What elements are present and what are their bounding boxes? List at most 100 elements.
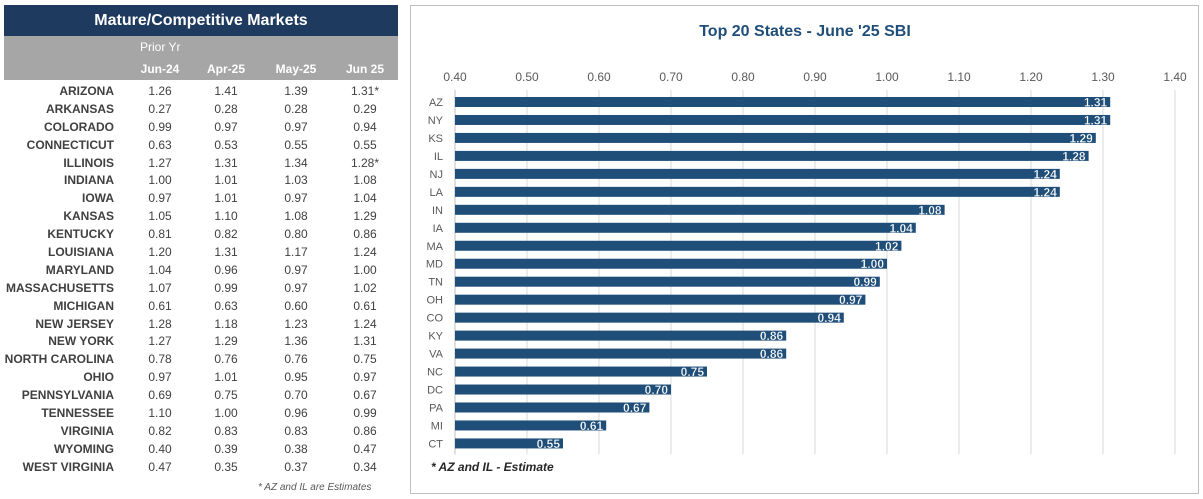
- bar: [455, 150, 1089, 161]
- table-cell: 0.53: [214, 137, 238, 152]
- x-tick-label: 0.70: [659, 70, 683, 84]
- state-name: MARYLAND: [45, 262, 114, 277]
- category-label: MD: [426, 259, 443, 271]
- state-name: MASSACHUSETTS: [5, 280, 114, 295]
- table-cell: 0.55: [353, 137, 377, 152]
- table-cell: 0.70: [284, 388, 308, 403]
- bar: [455, 132, 1096, 143]
- table-row: TENNESSEE 1.10 1.00 0.96 0.99: [0, 405, 400, 423]
- table-cell: 0.95: [284, 370, 308, 385]
- table-cell: 0.27: [148, 101, 172, 116]
- table-row: WEST VIRGINIA 0.47 0.35 0.37 0.34: [0, 459, 400, 477]
- state-name: WYOMING: [54, 441, 114, 456]
- table-cell: 0.82: [214, 227, 238, 242]
- table-cell: 0.94: [353, 119, 377, 134]
- table-cell: 1.17: [284, 245, 308, 260]
- x-tick-label: 1.20: [1019, 70, 1043, 84]
- table-row: NORTH CAROLINA 0.78 0.76 0.76 0.75: [0, 351, 400, 369]
- table-cell: 0.97: [148, 191, 172, 206]
- data-label: 1.00: [861, 257, 885, 271]
- table-cell: 0.78: [148, 352, 172, 367]
- x-tick-label: 0.60: [587, 70, 611, 84]
- data-label: 1.04: [889, 221, 913, 235]
- table-cell: 1.00: [148, 173, 172, 188]
- category-label: IA: [433, 223, 444, 235]
- state-name: KANSAS: [63, 209, 114, 224]
- data-label: 0.99: [853, 275, 877, 289]
- table-cell: 1.28: [148, 316, 172, 331]
- table-cell: 0.97: [284, 262, 308, 277]
- chart-title: Top 20 States - June '25 SBI: [699, 23, 911, 40]
- data-label: 0.86: [760, 329, 784, 343]
- table-cell: 1.29: [214, 334, 238, 349]
- data-label: 0.86: [760, 347, 784, 361]
- table-cell: 0.96: [284, 406, 308, 421]
- state-name: LOUISIANA: [48, 245, 114, 260]
- x-tick-label: 0.40: [443, 70, 467, 84]
- table-cell: 1.36: [284, 334, 308, 349]
- x-tick-label: 1.10: [947, 70, 971, 84]
- table-cell: 0.76: [284, 352, 308, 367]
- table-cell: 1.24: [353, 316, 377, 331]
- category-label: NY: [428, 115, 444, 127]
- category-label: VA: [429, 349, 444, 361]
- data-label: 1.31: [1084, 96, 1108, 110]
- data-label: 1.24: [1033, 185, 1057, 199]
- table-cell: 0.97: [284, 280, 308, 295]
- table-cell: 0.34: [353, 459, 377, 474]
- column-header-may25: May-25: [275, 62, 317, 76]
- x-tick-label: 1.40: [1163, 70, 1187, 84]
- bar: [455, 294, 866, 305]
- table-row: COLORADO 0.99 0.97 0.97 0.94: [0, 119, 400, 137]
- table-header: Prior Yr Jun-24 Apr-25 May-25 Jun 25: [4, 36, 398, 80]
- state-name: VIRGINIA: [60, 423, 114, 438]
- bar: [455, 168, 1060, 179]
- table-cell: 0.55: [284, 137, 308, 152]
- bar: [455, 186, 1060, 197]
- category-label: MI: [431, 420, 443, 432]
- table-cell: 0.86: [353, 423, 377, 438]
- category-label: LA: [430, 187, 444, 199]
- category-label: PA: [429, 402, 444, 414]
- category-label: KS: [428, 133, 443, 145]
- data-label: 0.75: [681, 365, 705, 379]
- category-label: CT: [428, 438, 443, 450]
- table-cell: 1.24: [353, 245, 377, 260]
- state-name: COLORADO: [44, 119, 114, 134]
- data-label: 0.61: [580, 419, 604, 433]
- table-cell: 1.31*: [350, 84, 380, 98]
- data-label: 1.31: [1084, 113, 1108, 127]
- data-label: 0.55: [537, 437, 561, 451]
- table-row: ARKANSAS 0.27 0.28 0.28 0.29: [0, 101, 400, 119]
- table-row: CONNECTICUT 0.63 0.53 0.55 0.55: [0, 137, 400, 155]
- table-cell: 0.29: [353, 101, 377, 116]
- table-cell: 1.01: [214, 191, 238, 206]
- column-header-jun25: Jun 25: [345, 62, 384, 76]
- state-name: OHIO: [83, 370, 114, 385]
- table-cell: 1.08: [284, 209, 308, 224]
- data-label: 1.28: [1062, 149, 1086, 163]
- table-cell: 1.01: [214, 370, 238, 385]
- bar: [455, 240, 902, 251]
- table-cell: 0.99: [214, 280, 238, 295]
- category-label: CO: [427, 313, 444, 325]
- table-cell: 1.10: [148, 406, 172, 421]
- category-label: DC: [427, 385, 443, 397]
- x-tick-label: 0.90: [803, 70, 827, 84]
- table-row: KENTUCKY 0.81 0.82 0.80 0.86: [0, 226, 400, 244]
- table-cell: 0.86: [353, 227, 377, 242]
- data-label: 1.29: [1069, 131, 1093, 145]
- table-cell: 0.83: [284, 423, 308, 438]
- category-label: NJ: [430, 169, 443, 181]
- table-cell: 1.03: [284, 173, 308, 188]
- state-name: WEST VIRGINIA: [22, 459, 114, 474]
- table-cell: 0.28: [214, 101, 238, 116]
- table-cell: 0.61: [353, 298, 377, 313]
- data-label: 0.67: [623, 401, 647, 415]
- table-cell: 1.10: [214, 209, 238, 224]
- bar: [455, 402, 650, 413]
- category-label: NC: [427, 367, 443, 379]
- table-cell: 0.38: [284, 441, 308, 456]
- bar: [455, 384, 671, 395]
- x-tick-label: 0.50: [515, 70, 539, 84]
